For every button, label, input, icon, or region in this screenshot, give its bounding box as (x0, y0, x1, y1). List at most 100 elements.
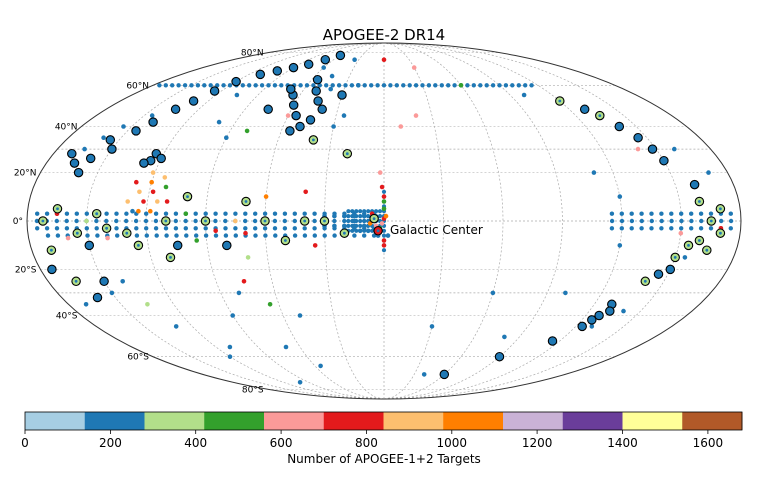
field-point (388, 83, 393, 88)
field-point (362, 209, 367, 214)
field-point (358, 214, 363, 219)
field-point (208, 83, 213, 88)
field-point (563, 290, 568, 296)
field-point (336, 83, 342, 88)
field-point (421, 372, 427, 377)
circled-field-center (558, 99, 562, 103)
field-point (145, 302, 150, 307)
colorbar-ticks: 0 200 400 600 800 1000 1200 1400 1600 (21, 430, 723, 450)
field-point (263, 233, 268, 238)
circled-field-center (73, 161, 76, 165)
colorbar-segment (264, 412, 325, 430)
field-point (312, 243, 318, 248)
colorbar-segment (144, 412, 205, 430)
galactic-center-label: Galactic Center (390, 223, 483, 237)
field-point (244, 128, 250, 134)
field-point (44, 211, 50, 216)
field-point (311, 83, 316, 88)
field-point (332, 233, 337, 238)
field-point (144, 233, 149, 238)
field-point (350, 228, 355, 233)
colorbar-segment (383, 412, 444, 430)
field-point (213, 228, 218, 234)
field-point (354, 209, 359, 214)
field-point (109, 290, 115, 296)
colorbar-frame (24, 411, 743, 431)
field-point (366, 214, 371, 219)
field-point (321, 65, 327, 70)
field-point (659, 226, 664, 231)
field-point (465, 83, 470, 88)
field-point (253, 83, 258, 88)
field-point (243, 226, 248, 231)
circled-field-center (698, 239, 701, 242)
field-point (302, 226, 307, 231)
circled-field-center (292, 103, 296, 107)
field-point (292, 211, 297, 216)
field-point (381, 199, 387, 204)
field-point (619, 218, 625, 224)
field-point (383, 213, 389, 219)
circled-field-center (376, 229, 380, 233)
field-point (137, 189, 142, 195)
field-point (377, 209, 383, 214)
field-point (292, 218, 297, 224)
field-point (381, 228, 387, 233)
field-point (195, 83, 201, 88)
colorbar-tick-label: 0 (21, 436, 29, 450)
field-point (85, 233, 90, 238)
field-point (342, 223, 347, 229)
field-point (529, 83, 534, 88)
circled-field-center (719, 207, 722, 211)
field-point (342, 218, 347, 224)
field-point (312, 226, 317, 231)
field-point (64, 218, 69, 224)
circled-field-center (258, 73, 262, 76)
meridian-line (205, 42, 385, 400)
circled-field-center (294, 114, 298, 117)
colorbar-tick-label: 1600 (693, 436, 724, 450)
field-point (252, 218, 258, 224)
field-point (689, 218, 694, 224)
field-point (203, 226, 208, 231)
field-point (617, 194, 623, 199)
field-point (669, 218, 674, 224)
field-point (202, 83, 207, 88)
circled-field-center (719, 231, 722, 235)
field-point (708, 226, 714, 231)
field-point (401, 83, 406, 88)
field-point (352, 213, 357, 219)
field-point (352, 233, 357, 238)
colorbar-tick-label: 1200 (522, 436, 553, 450)
circled-field-center (323, 219, 326, 223)
lat-tick-label: 40°N (55, 123, 78, 133)
field-point (302, 233, 308, 238)
colorbar-tick-label: 800 (355, 436, 378, 450)
field-point (64, 226, 70, 231)
field-point (124, 211, 129, 216)
field-point (357, 228, 363, 234)
field-point (233, 226, 238, 231)
field-point (332, 213, 337, 219)
circled-field-center (580, 325, 584, 328)
circled-field-center (590, 318, 594, 322)
circled-field-center (263, 219, 267, 223)
circled-field-center (50, 268, 54, 271)
field-point (413, 83, 419, 88)
circled-field-center (610, 302, 614, 306)
circled-field-center (339, 54, 342, 57)
field-point (609, 218, 615, 224)
circled-field-center (41, 219, 45, 223)
field-point (349, 83, 355, 88)
field-point (253, 233, 258, 238)
field-point (170, 83, 175, 88)
field-point (362, 218, 367, 224)
field-point (101, 135, 106, 140)
field-point (503, 83, 509, 88)
field-point (224, 135, 229, 140)
circled-field-center (551, 339, 554, 343)
field-point (247, 83, 252, 88)
field-point (312, 211, 317, 216)
field-point (297, 313, 303, 318)
lat-tick-label: 0° (13, 217, 23, 227)
